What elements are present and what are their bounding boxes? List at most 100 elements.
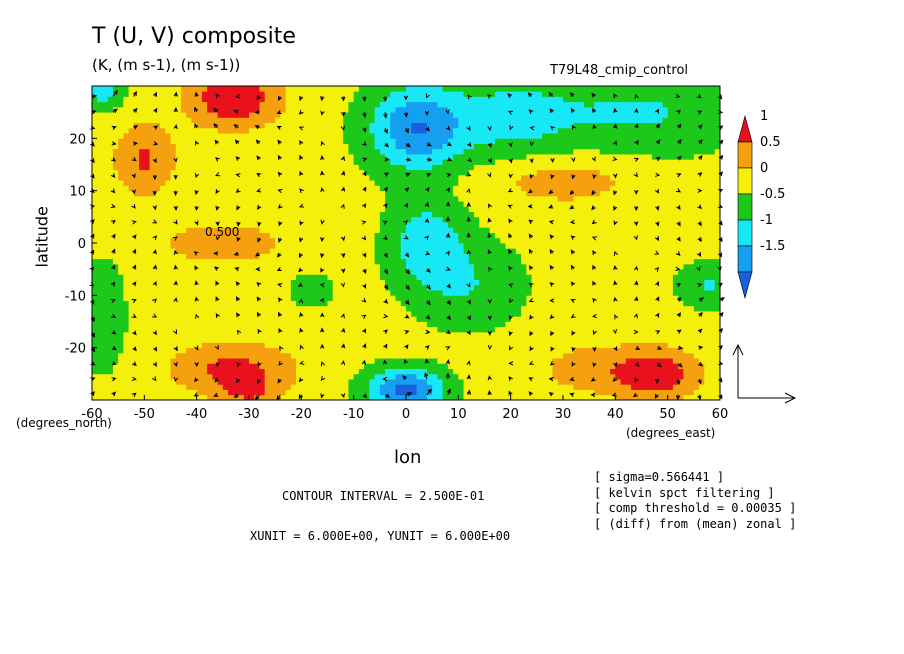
wind-vector (445, 232, 451, 238)
x-tick-label: -20 (291, 407, 312, 422)
wind-vector (172, 236, 178, 241)
wind-vector (173, 190, 178, 196)
wind-vector (675, 93, 681, 99)
wind-vector (592, 346, 597, 352)
wind-vector (384, 172, 390, 177)
wind-vector (152, 158, 157, 164)
wind-vector (233, 393, 239, 398)
wind-vector (654, 188, 659, 194)
wind-vector (592, 124, 597, 130)
wind-vector (361, 314, 367, 320)
note-line: [ sigma=0.566441 ] (594, 470, 725, 484)
wind-vector (677, 362, 683, 368)
wind-vector (676, 312, 682, 318)
wind-vector (298, 109, 304, 115)
note-line: [ kelvin spct filtering ] (594, 485, 775, 500)
wind-vector (466, 201, 471, 207)
wind-vector (487, 344, 493, 350)
wind-vector (696, 251, 702, 257)
wind-vector (341, 111, 346, 117)
wind-vector (110, 203, 116, 209)
wind-vector (277, 171, 283, 177)
wind-vector (173, 205, 178, 211)
wind-vector (466, 172, 472, 177)
wind-vector (213, 107, 218, 113)
wind-vector (257, 361, 262, 367)
wind-vector (320, 170, 325, 176)
wind-vector (173, 249, 179, 255)
wind-vector (277, 95, 283, 101)
wind-vector (635, 345, 641, 351)
wind-vector (445, 346, 451, 351)
wind-vector (320, 140, 325, 146)
wind-vector (299, 360, 305, 365)
wind-vector (569, 92, 575, 97)
wind-vector (425, 186, 430, 192)
wind-vector (152, 235, 158, 241)
wind-vector (257, 378, 261, 385)
wind-vector (299, 170, 304, 176)
reference-vector (732, 343, 797, 404)
wind-vector (591, 205, 596, 211)
wind-vector (446, 141, 452, 147)
wind-vector (111, 313, 117, 318)
wind-vector (467, 157, 472, 163)
legend-label: 1 (760, 109, 768, 124)
wind-vector (320, 361, 326, 367)
wind-vector (508, 331, 513, 337)
wind-vector (529, 331, 534, 337)
wind-vector (591, 313, 598, 319)
wind-vector (632, 392, 638, 398)
wind-vector (426, 388, 432, 396)
wind-vector (508, 361, 514, 366)
y-unit-label: (degrees_north) (16, 416, 112, 430)
run-label: T79L48_cmip_control (550, 63, 689, 78)
wind-vector (111, 157, 117, 162)
wind-vector (509, 298, 514, 304)
wind-vector (193, 251, 199, 256)
wind-vector (298, 126, 304, 131)
wind-vector (424, 217, 430, 223)
wind-vector (131, 299, 137, 304)
wind-vector (676, 236, 681, 242)
wind-vector (234, 139, 240, 145)
wind-vector (320, 96, 325, 102)
wind-vector (194, 265, 199, 271)
wind-vector (528, 109, 534, 114)
wind-vector (236, 329, 242, 335)
x-tick-label: -40 (186, 407, 207, 422)
wind-vector (215, 312, 220, 318)
wind-vector (278, 311, 283, 317)
wind-vector (278, 237, 283, 243)
wind-vector (466, 125, 471, 131)
wind-vector (383, 284, 388, 290)
wind-vector (256, 155, 261, 161)
wind-vector (195, 172, 200, 179)
wind-vector (173, 91, 178, 97)
wind-vector (549, 264, 554, 270)
wind-vector (277, 154, 282, 160)
wind-vector (426, 268, 431, 273)
wind-vector (111, 345, 117, 351)
legend-swatch (737, 141, 753, 169)
wind-vector (111, 391, 117, 397)
wind-vector (592, 362, 597, 368)
wind-vector (676, 329, 682, 334)
wind-vector (675, 394, 681, 401)
wind-vector (591, 219, 597, 225)
wind-vector (132, 234, 137, 240)
wind-vector (571, 174, 576, 180)
wind-vector (466, 299, 471, 305)
wind-vector (254, 394, 260, 401)
wind-vector (657, 345, 663, 351)
legend-label: -0.5 (760, 187, 785, 202)
wind-vector (634, 139, 639, 145)
wind-vector (655, 156, 661, 162)
wind-vector (256, 172, 262, 178)
wind-vector (340, 392, 346, 399)
wind-vector (383, 252, 388, 259)
wind-vector (613, 205, 618, 212)
y-tick-label: -20 (65, 342, 86, 357)
wind-vector (340, 236, 346, 242)
